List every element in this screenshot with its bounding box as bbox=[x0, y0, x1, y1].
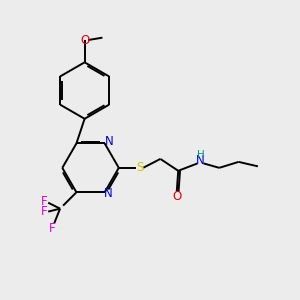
Text: S: S bbox=[136, 161, 143, 174]
Text: F: F bbox=[41, 195, 48, 208]
Text: H: H bbox=[197, 150, 204, 160]
Text: N: N bbox=[196, 154, 205, 167]
Text: F: F bbox=[49, 222, 56, 235]
Text: O: O bbox=[80, 34, 89, 46]
Text: N: N bbox=[105, 135, 113, 148]
Text: N: N bbox=[104, 187, 112, 200]
Text: O: O bbox=[172, 190, 182, 203]
Text: F: F bbox=[41, 205, 48, 218]
